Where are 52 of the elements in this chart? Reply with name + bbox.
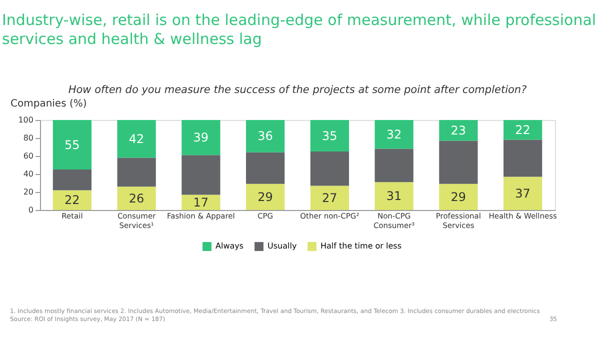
- data-label: 22: [515, 122, 530, 137]
- y-tick-label: 60: [23, 152, 34, 160]
- bar: [117, 186, 156, 210]
- data-label: 31: [386, 189, 402, 204]
- data-label: 37: [515, 186, 530, 200]
- data-label: 22: [64, 193, 80, 208]
- data-label: 39: [193, 130, 209, 145]
- bar: [182, 120, 220, 156]
- bar: [246, 184, 285, 210]
- bar: [504, 176, 542, 210]
- y-tick-label: 100: [18, 116, 34, 124]
- data-label: 23: [450, 123, 466, 138]
- legend-label: Usually: [268, 242, 297, 251]
- bar: [504, 140, 542, 177]
- chart-subtitle: How often do you measure the success of the projects at some point after completion?: [68, 84, 528, 96]
- data-label: 42: [128, 132, 144, 146]
- bar: [117, 158, 156, 187]
- data-label: 26: [128, 191, 144, 206]
- bar: [52, 190, 92, 210]
- bar: [439, 184, 478, 210]
- bar: [374, 182, 414, 210]
- bar: [117, 120, 156, 158]
- data-label: 32: [386, 127, 402, 142]
- data-label: 29: [258, 190, 273, 204]
- bar: [374, 120, 414, 149]
- bar: [182, 155, 220, 195]
- legend-label: Half the time or less: [320, 242, 402, 251]
- legend-label: Always: [216, 242, 244, 251]
- bar: [439, 120, 478, 141]
- data-label: 27: [322, 190, 338, 205]
- bar: [310, 120, 349, 152]
- bar: [246, 152, 285, 184]
- bar: [310, 152, 349, 186]
- chart-title: Industry-wise, retail is on the leading-edge of measurement, while professional services and health & wellness lag: [2, 11, 596, 48]
- bar: [52, 170, 92, 190]
- y-tick-label: 80: [23, 134, 34, 142]
- bar: [182, 194, 220, 210]
- bar: [52, 120, 92, 170]
- data-label: 29: [450, 190, 466, 204]
- data-label: 36: [258, 129, 273, 144]
- bar: [504, 120, 542, 140]
- bar: [246, 120, 285, 152]
- bar: [310, 186, 349, 210]
- y-tick-label: 40: [23, 170, 34, 178]
- data-label: 17: [193, 195, 209, 210]
- y-tick-label: 0: [28, 206, 34, 214]
- data-label: 35: [322, 128, 338, 143]
- y-tick-label: 20: [23, 188, 34, 196]
- bar: [374, 148, 414, 182]
- y-axis-title: Companies (%): [10, 98, 87, 110]
- data-label: 55: [64, 138, 80, 152]
- bar: [439, 140, 478, 184]
